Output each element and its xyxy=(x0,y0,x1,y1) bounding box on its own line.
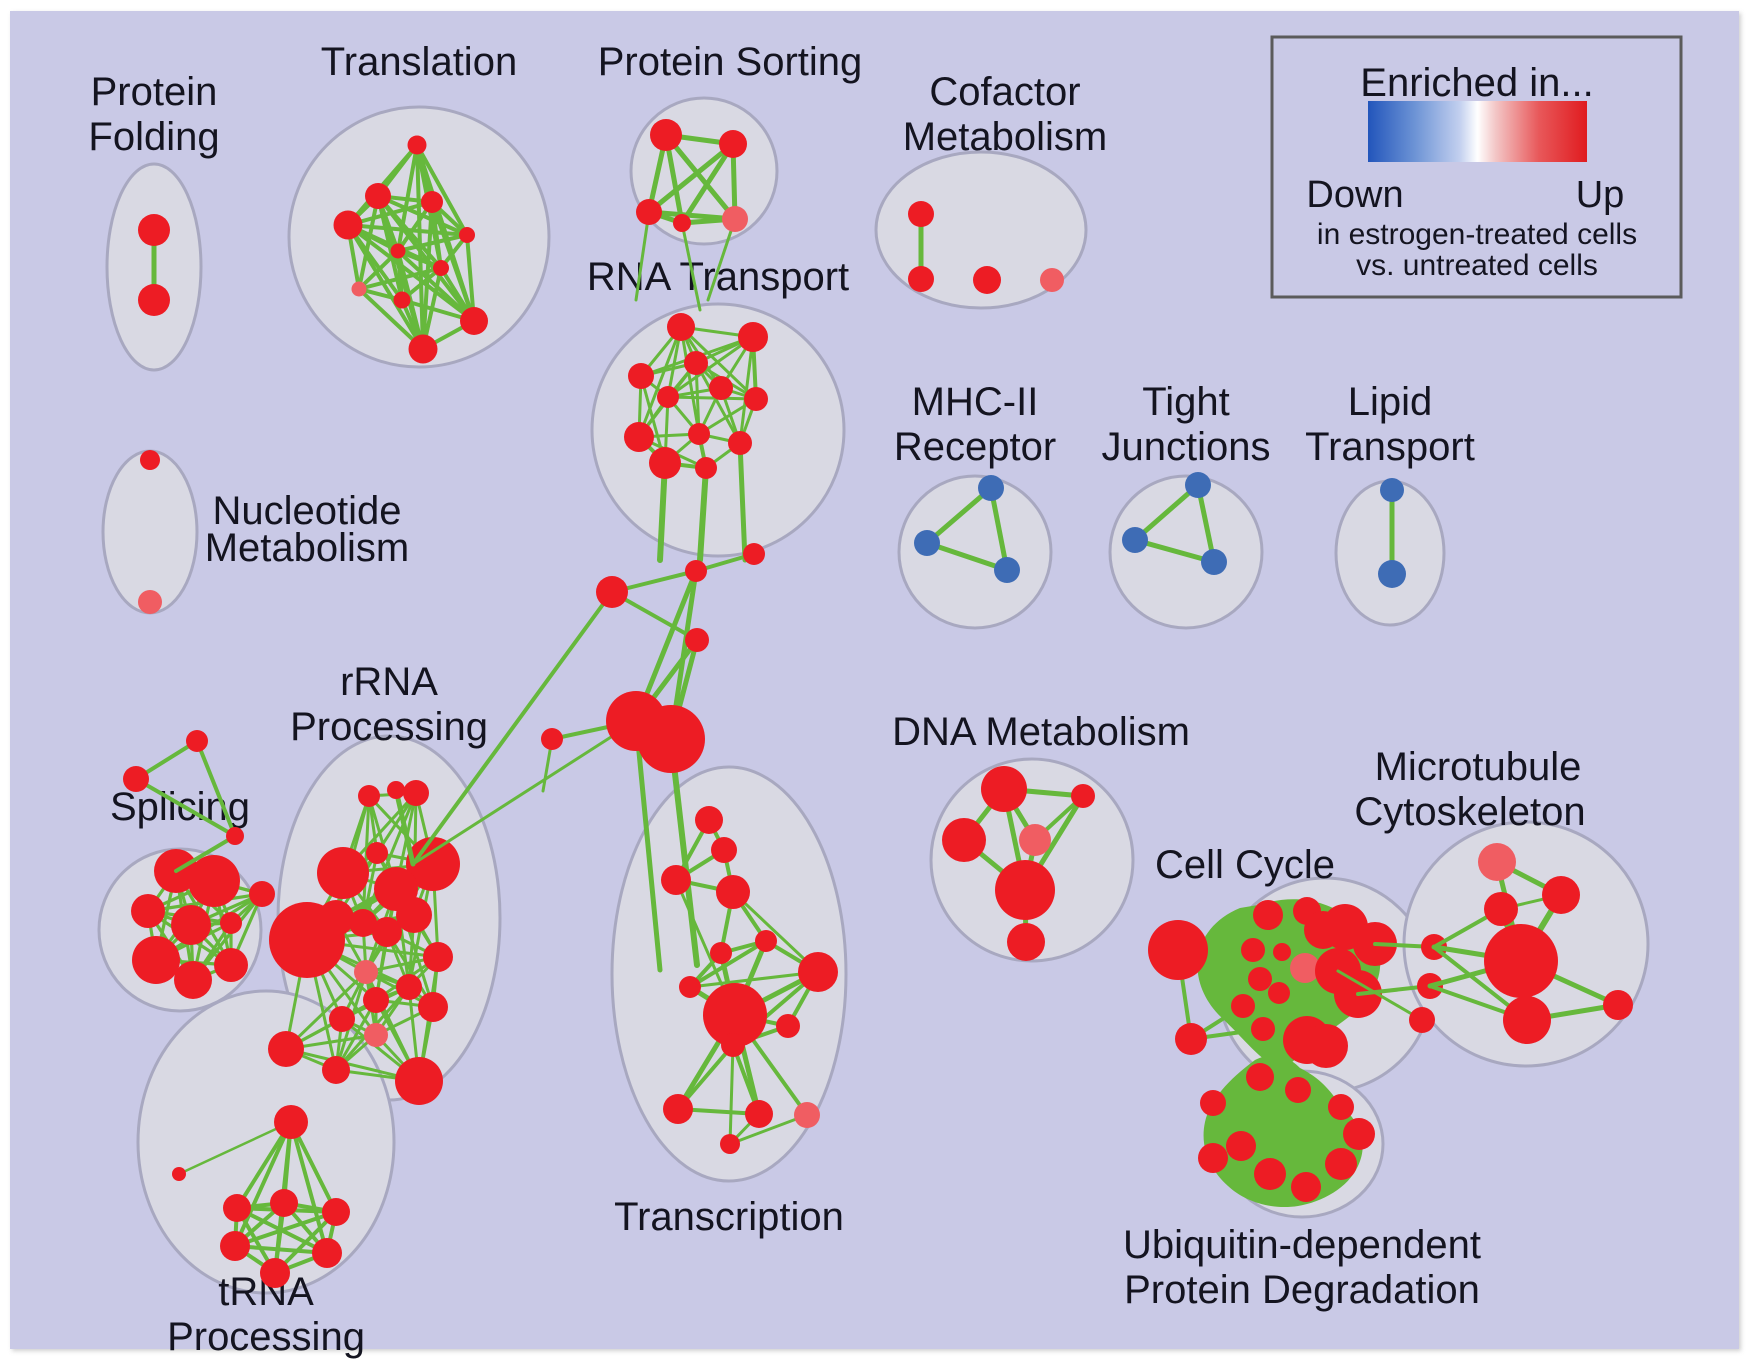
svg-text:Protein Sorting: Protein Sorting xyxy=(598,40,863,84)
svg-text:Processing: Processing xyxy=(167,1315,365,1359)
svg-text:Ubiquitin-dependent: Ubiquitin-dependent xyxy=(1123,1223,1481,1267)
svg-text:Enriched in...: Enriched in... xyxy=(1360,61,1593,105)
svg-text:Folding: Folding xyxy=(88,115,219,159)
svg-text:Junctions: Junctions xyxy=(1102,425,1271,469)
svg-text:Lipid: Lipid xyxy=(1348,380,1433,424)
svg-text:Up: Up xyxy=(1576,174,1625,216)
svg-text:Receptor: Receptor xyxy=(894,425,1056,469)
svg-text:MHC-II: MHC-II xyxy=(912,380,1039,424)
svg-text:in estrogen-treated cells: in estrogen-treated cells xyxy=(1317,218,1637,251)
svg-text:RNA Transport: RNA Transport xyxy=(587,255,849,299)
svg-text:Down: Down xyxy=(1306,174,1403,216)
svg-text:DNA Metabolism: DNA Metabolism xyxy=(892,710,1190,754)
svg-text:Transport: Transport xyxy=(1305,425,1475,469)
svg-text:Metabolism: Metabolism xyxy=(205,526,410,570)
svg-text:Processing: Processing xyxy=(290,705,488,749)
svg-text:Transcription: Transcription xyxy=(614,1195,844,1239)
svg-text:rRNA: rRNA xyxy=(340,660,438,704)
svg-text:Protein: Protein xyxy=(91,70,218,114)
svg-text:Tight: Tight xyxy=(1142,380,1229,424)
svg-text:Microtubule: Microtubule xyxy=(1375,745,1582,789)
svg-text:vs. untreated cells: vs. untreated cells xyxy=(1356,249,1598,282)
svg-text:Cytoskeleton: Cytoskeleton xyxy=(1354,790,1585,834)
svg-text:Cofactor: Cofactor xyxy=(929,70,1080,114)
svg-text:Cell Cycle: Cell Cycle xyxy=(1155,843,1335,887)
svg-text:Translation: Translation xyxy=(321,40,517,84)
svg-text:Metabolism: Metabolism xyxy=(903,115,1108,159)
svg-text:Protein Degradation: Protein Degradation xyxy=(1124,1268,1480,1312)
